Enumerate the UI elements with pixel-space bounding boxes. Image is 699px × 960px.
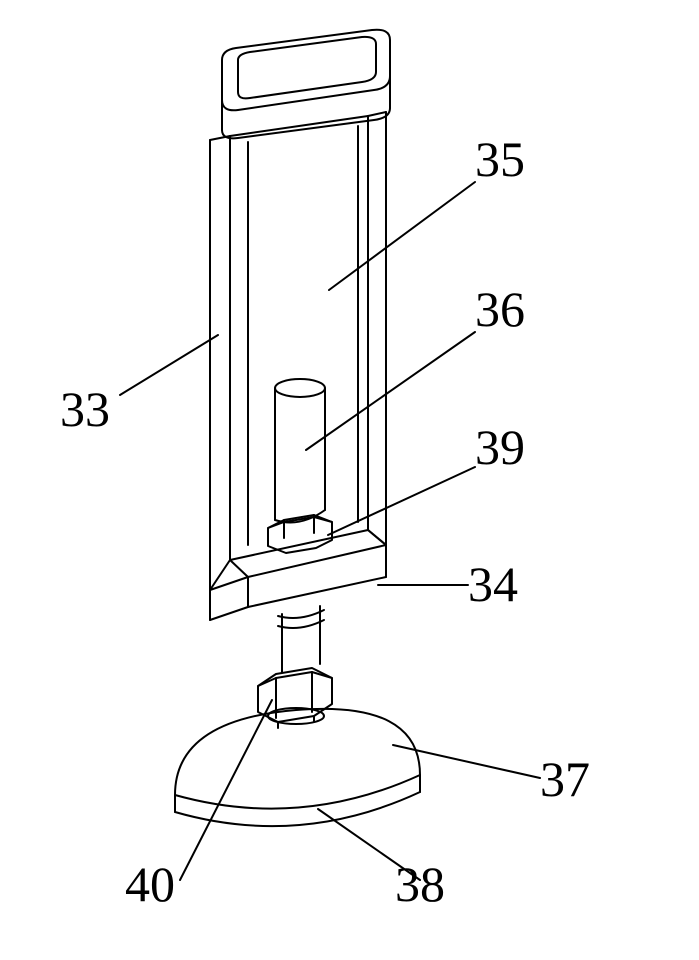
label-36: 36 (475, 280, 525, 338)
label-38: 38 (395, 855, 445, 913)
label-37: 37 (540, 750, 590, 808)
inner-cylinder (275, 379, 325, 522)
frame-base-block (210, 530, 386, 620)
label-39: 39 (475, 418, 525, 476)
figure-svg (0, 0, 699, 960)
stem (278, 606, 324, 672)
top-cap (222, 30, 390, 139)
label-40: 40 (125, 855, 175, 913)
label-34: 34 (468, 555, 518, 613)
foot (175, 708, 420, 826)
label-33: 33 (60, 380, 110, 438)
label-35: 35 (475, 130, 525, 188)
